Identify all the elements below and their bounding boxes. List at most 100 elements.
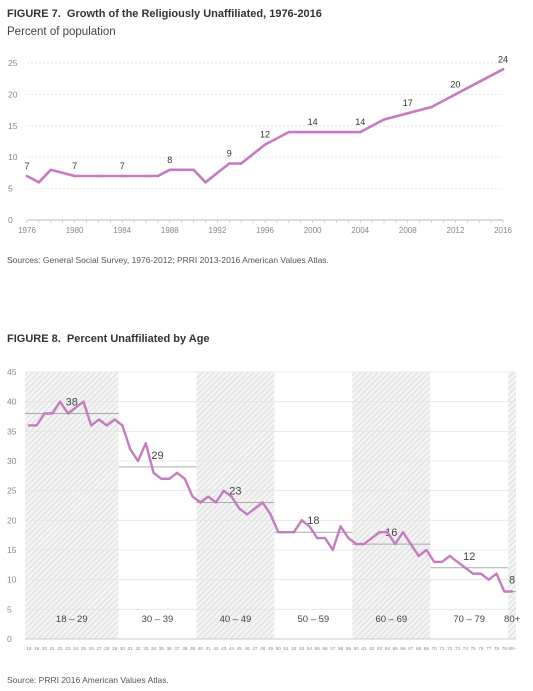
data-point (74, 406, 77, 409)
data-label: 24 (498, 54, 508, 64)
x-tick-label: 25 (81, 646, 87, 651)
data-label: 17 (403, 98, 413, 108)
data-point (253, 507, 257, 510)
x-tick-label: 19 (34, 646, 40, 651)
data-point (311, 130, 314, 134)
x-tick-label: 70 (432, 646, 438, 651)
data-point (144, 174, 148, 178)
x-tick-label: 65 (393, 646, 399, 651)
x-tick-label: 68 (416, 646, 422, 651)
data-point (335, 130, 338, 134)
data-point (316, 537, 319, 540)
data-point (472, 572, 475, 575)
x-tick-label: 47 (252, 646, 258, 651)
data-point (73, 174, 76, 178)
x-tick-label: 2000 (304, 226, 322, 235)
age-group-label: 40 – 49 (220, 614, 252, 625)
data-point (261, 501, 264, 504)
x-tick-label: 21 (50, 646, 56, 651)
x-tick-label: 76 (478, 646, 484, 651)
data-point (168, 168, 172, 172)
y-tick-label: 25 (8, 58, 18, 68)
figure-8-chart: 0 5 10 15 20 25 30 35 40 45 38 18 – 29 29 30 – 39 23 40… (7, 367, 521, 651)
data-label: 14 (308, 117, 318, 127)
y-tick-label: 5 (7, 604, 12, 614)
data-label: 7 (72, 161, 77, 171)
x-tick-label: 66 (400, 646, 406, 651)
x-tick-label: 26 (89, 646, 95, 651)
x-tick-label: 71 (439, 646, 445, 651)
age-group-label: 50 – 59 (298, 614, 330, 625)
data-label: 7 (120, 161, 125, 171)
data-point (27, 424, 30, 427)
data-point (409, 542, 412, 546)
x-tick-label: 37 (174, 646, 180, 651)
data-point (430, 105, 433, 109)
data-point (440, 560, 444, 563)
age-group-band (508, 372, 516, 639)
y-tick-label: 10 (7, 575, 17, 585)
x-tick-label: 45 (237, 646, 243, 651)
x-tick-label: 56 (322, 646, 328, 651)
data-point (362, 542, 366, 546)
data-point (230, 495, 233, 498)
x-tick-label: 67 (408, 646, 414, 651)
data-point (401, 531, 405, 534)
data-point (477, 80, 481, 84)
y-tick-label: 15 (7, 545, 17, 555)
y-tick-label: 5 (8, 184, 13, 194)
x-tick-label: 50 (276, 646, 282, 651)
data-label: 14 (355, 117, 365, 127)
x-tick-label: 2016 (494, 226, 512, 235)
age-group-band (196, 372, 275, 639)
figure-7-title-text: Growth of the Religiously Unaffiliated, … (66, 8, 322, 20)
x-tick-label: 32 (135, 646, 141, 651)
data-point (136, 459, 140, 463)
x-tick-label: 48 (260, 646, 266, 651)
data-point (192, 168, 195, 172)
age-group-mean-label: 38 (66, 397, 78, 409)
data-point (214, 501, 218, 504)
x-tick-label: 51 (284, 646, 290, 651)
data-point (284, 531, 288, 534)
data-point (51, 412, 54, 415)
x-tick-label: 58 (338, 646, 344, 651)
data-label: 7 (24, 161, 29, 171)
data-point (239, 162, 243, 165)
figure-8-title: FIGURE 8. Percent Unaffiliated by Age (7, 333, 210, 345)
x-tick-label: 43 (221, 646, 227, 651)
data-point (144, 442, 147, 445)
x-tick-label: 69 (424, 646, 430, 651)
data-point (386, 531, 389, 534)
y-tick-label: 25 (7, 486, 17, 496)
x-tick-label: 2004 (351, 226, 369, 235)
figure-7-source: Sources: General Social Survey, 1976-201… (7, 255, 329, 265)
age-group-mean-label: 16 (385, 527, 397, 539)
data-point (308, 525, 311, 528)
figure-7: FIGURE 7. Growth of the Religiously Unaf… (0, 0, 533, 300)
data-point (425, 548, 428, 552)
data-point (355, 542, 358, 546)
data-point (120, 174, 124, 178)
x-tick-label: 46 (245, 646, 251, 651)
x-tick-label: 27 (96, 646, 102, 651)
x-tick-label: 53 (299, 646, 305, 651)
figure-8-title-prefix: FIGURE 8. (7, 333, 61, 345)
data-point (121, 424, 124, 427)
figure-7-subtitle: Percent of population (7, 26, 116, 38)
x-tick-label: 1992 (209, 226, 227, 235)
data-point (204, 181, 207, 184)
data-point (358, 130, 362, 134)
data-point (456, 560, 459, 563)
x-tick-label: 33 (143, 646, 149, 651)
data-point (464, 566, 467, 569)
data-point (207, 495, 210, 498)
x-tick-label: 34 (151, 646, 157, 651)
x-tick-label: 36 (167, 646, 173, 651)
x-tick-label: 54 (307, 646, 313, 651)
x-tick-label: 49 (268, 646, 274, 651)
x-tick-label: 1996 (256, 226, 274, 235)
age-group-label: 30 – 39 (142, 614, 174, 625)
data-point (292, 531, 295, 534)
figure-7-title: FIGURE 7. Growth of the Religiously Unaf… (7, 8, 322, 20)
